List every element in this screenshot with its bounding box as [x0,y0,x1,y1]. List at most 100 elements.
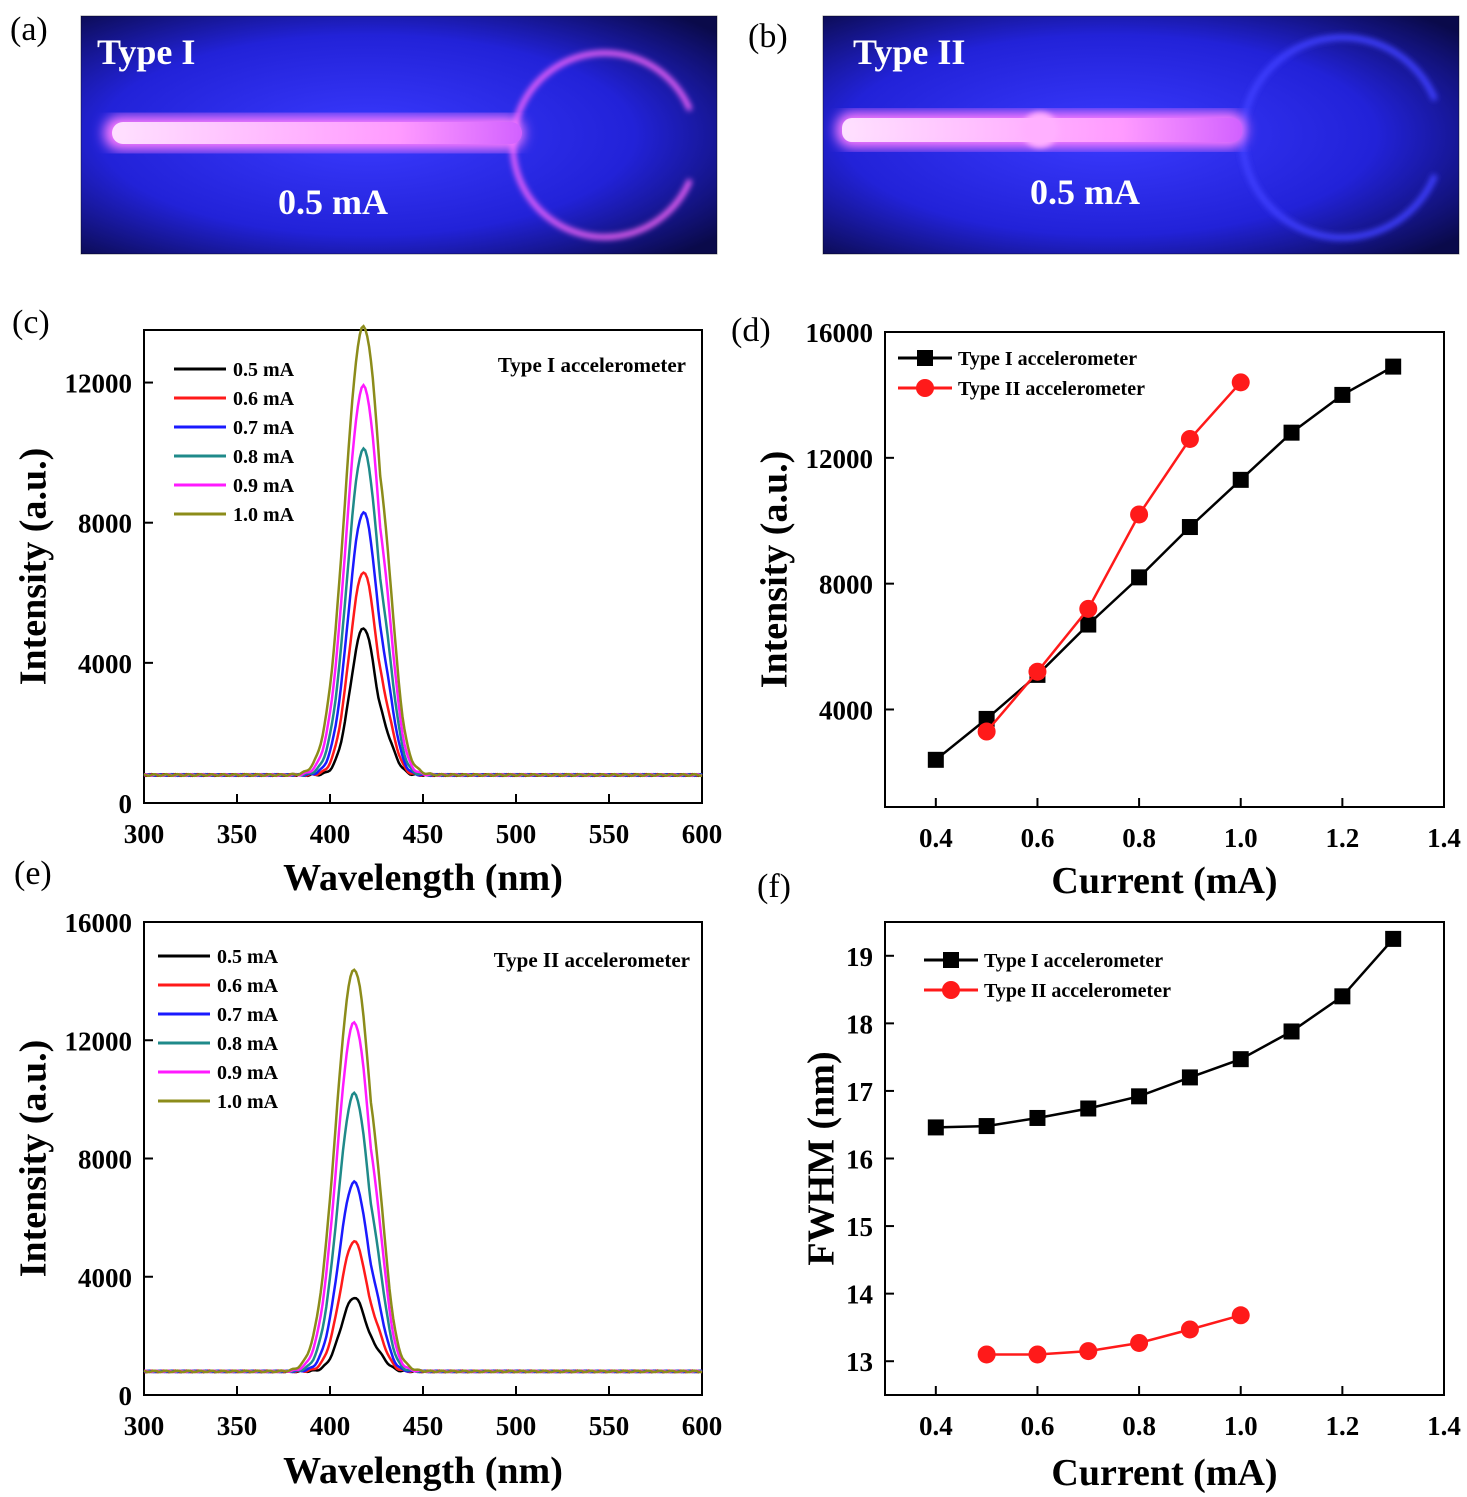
x-tick-label: 0.6 [1021,1411,1055,1441]
y-tick-label: 12000 [65,369,133,399]
y-tick-label: 0 [119,1381,133,1411]
charts: 300 350 400 450 500 550 60004000800012000Wavel… [12,318,1461,1494]
data-point [1079,1342,1098,1361]
legend-label: 0.5 mA [217,946,279,968]
y-axis-title: Intensity (a.u.) [12,448,54,686]
panel-label-d: (d) [731,312,771,349]
x-tick-label: 0.8 [1122,1411,1156,1441]
legend-label: 1.0 mA [233,504,295,526]
x-axis-title: Wavelength (nm) [283,1450,563,1492]
data-point [1385,930,1402,947]
y-tick-label: 8000 [78,509,132,539]
y-axis-title: Intensity (a.u.) [12,1040,54,1278]
series-line-0.5-mA [143,1296,703,1374]
legend-label: Type II accelerometer [958,378,1145,400]
series-line [935,365,1394,761]
y-tick-label: 16 [846,1145,873,1175]
data-point [1283,424,1300,441]
panel-a-photo: Type I 0.5 mA [80,15,718,255]
legend-label: 0.7 mA [217,1004,279,1026]
y-tick-label: 12000 [65,1026,133,1056]
x-tick-label: 450 [403,819,444,849]
y-tick-label: 12000 [806,444,874,474]
data-point [1231,1306,1250,1325]
data-point [1180,429,1199,448]
x-tick-label: 600 [682,819,723,849]
series-line-0.8-mA [143,1090,703,1374]
panel-label-f: (f) [757,868,791,905]
x-tick-label: 400 [310,1411,351,1441]
x-tick-label: 0.8 [1122,823,1156,853]
legend-label: Type I accelerometer [958,348,1137,370]
legend-label: 0.7 mA [233,417,295,439]
x-tick-label: 550 [589,1411,630,1441]
x-tick-label: 1.0 [1224,823,1258,853]
y-tick-label: 19 [846,942,873,972]
x-tick-label: 300 [124,1411,165,1441]
data-point [1283,1023,1300,1040]
y-axis-title: Intensity (a.u.) [753,451,795,689]
series-line-0.7-mA [143,510,703,778]
y-tick-label: 14 [846,1280,873,1310]
data-point [1080,616,1097,633]
data-point [1180,1320,1199,1339]
x-tick-label: 1.2 [1325,823,1359,853]
data-point [1181,1069,1198,1086]
data-point [927,1119,944,1136]
x-axis-title: Wavelength (nm) [283,857,563,899]
data-point [1130,505,1149,524]
y-tick-label: 16000 [65,908,133,938]
panel-label-e: (e) [14,855,52,892]
data-point [1079,599,1098,618]
x-tick-label: 1.4 [1427,823,1461,853]
data-point [1028,1345,1047,1364]
x-tick-label: 350 [217,819,258,849]
data-point [1334,988,1351,1005]
series-line-0.7-mA [143,1179,703,1374]
legend-label: Type II accelerometer [984,980,1171,1002]
data-point [1334,386,1351,403]
legend-marker [917,350,933,366]
panel-label-a: (a) [10,11,48,48]
x-tick-label: 400 [310,819,351,849]
data-point [927,751,944,768]
y-tick-label: 4000 [78,1263,132,1293]
y-axis-title: FWHM (nm) [800,1051,842,1265]
legend-label: 0.6 mA [217,975,279,997]
chart-d: 0.4 0.6 0.8 1.0 1.2 1.4 4000 8000 12000 16000 Curr… [753,318,1461,902]
data-point [977,722,996,741]
legend-label: 0.9 mA [233,475,295,497]
legend-label: 1.0 mA [217,1091,279,1113]
photo-type-label: Type I [97,32,195,72]
legend-marker [916,379,934,397]
y-tick-label: 4000 [819,695,873,725]
panel-label-c: (c) [12,304,50,341]
photo-current-label: 0.5 mA [278,182,388,222]
x-tick-label: 0.4 [919,823,953,853]
y-tick-label: 4000 [78,649,132,679]
data-point [1385,358,1402,375]
inset-title: Type I accelerometer [498,353,686,377]
y-tick-label: 16000 [806,318,874,348]
data-point [1131,569,1148,586]
series-line-0.9-mA [143,383,703,778]
data-point [1028,662,1047,681]
data-point [1232,471,1249,488]
y-tick-label: 8000 [78,1145,132,1175]
series-line-1.0-mA [143,324,703,778]
y-tick-label: 15 [846,1212,873,1242]
data-point [1181,519,1198,536]
legend-label: 0.8 mA [233,446,295,468]
legend-label: 0.6 mA [233,388,295,410]
plot-frame [143,329,703,804]
series-line-0.6-mA [143,1239,703,1374]
chart-f: 0.4 0.6 0.8 1.0 1.2 1.4 13 14 15 16 17 18 19 Current … [800,921,1461,1494]
data-point [978,1118,995,1135]
y-tick-label: 18 [846,1009,873,1039]
x-tick-label: 1.4 [1427,1411,1461,1441]
x-axis-title: Current (mA) [1051,1452,1277,1494]
x-tick-label: 0.6 [1021,823,1055,853]
series-line-0.5-mA [143,627,703,778]
y-tick-label: 8000 [819,570,873,600]
